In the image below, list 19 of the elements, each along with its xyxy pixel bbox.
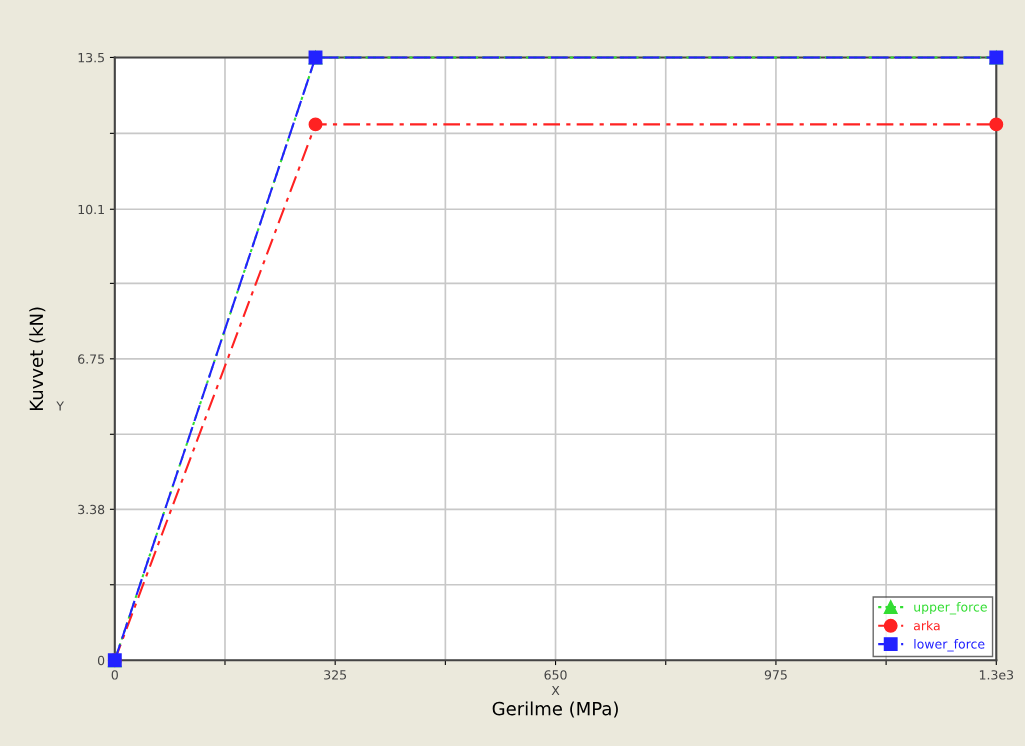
x-tick-label: 325 (324, 670, 347, 680)
text: X (551, 685, 560, 695)
y-axis-title: Kuvvet (kN) (29, 307, 46, 410)
text: Y (56, 401, 64, 411)
y-tick-label: 3.38 (78, 504, 105, 515)
y-tick-label: 13.5 (78, 52, 104, 63)
x-tick-label: 0 (111, 670, 118, 680)
point (308, 117, 323, 132)
y-tick-label: 10.1 (78, 204, 104, 215)
x-axis-title: Gerilme (MPa) (492, 701, 618, 718)
legend-label: upper_force (914, 601, 987, 615)
x-tick-label: 975 (764, 670, 787, 680)
legend-label: arka (913, 620, 940, 631)
y-tick-label: 0 (97, 655, 105, 666)
point (989, 117, 1004, 132)
legend-label: lower_force (914, 639, 985, 652)
x-tick-label: 650 (544, 670, 567, 680)
x-tick-label: 1.3e3 (979, 670, 1014, 680)
y-tick-label: 6.75 (78, 354, 104, 364)
